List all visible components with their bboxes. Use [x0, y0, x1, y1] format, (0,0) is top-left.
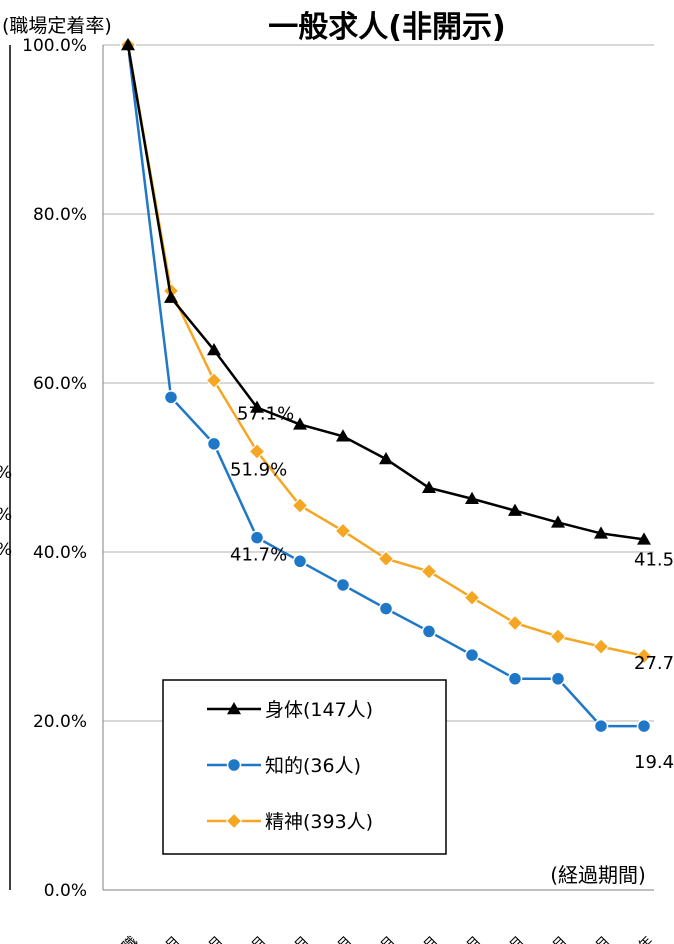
- legend-label: 知的(36人): [265, 755, 361, 777]
- point-marker: [336, 429, 350, 442]
- point-marker: [551, 515, 565, 528]
- point-marker: [250, 400, 264, 413]
- cutoff-percent-mark: %: [0, 540, 12, 560]
- y-tick-label: 60.0%: [33, 374, 87, 394]
- point-marker: [121, 38, 135, 51]
- x-tick-label: 6か月: [361, 934, 398, 944]
- point-marker: [635, 647, 653, 665]
- y-tick-label: 0.0%: [44, 881, 87, 901]
- x-tick-labels: 就職 1か月 2か月 3か月 4か月 5か月 6か月 7か月 8か月 9か月10か月11か月 1年: [110, 934, 657, 944]
- point-marker: [249, 530, 265, 545]
- point-marker: [226, 757, 242, 773]
- point-marker: [379, 452, 393, 465]
- point-marker: [225, 812, 243, 830]
- y-tick-labels: 0.0% 20.0% 40.0% 60.0% 80.0% 100.0%: [22, 36, 87, 901]
- point-marker: [164, 290, 178, 303]
- data-label: 19.4%: [634, 752, 674, 773]
- y-axis-label: (職場定着率): [2, 15, 112, 37]
- point-marker: [293, 417, 307, 430]
- data-labels: 57.1% 51.9% 41.7% 41.5% 27.7% 19.4%: [230, 404, 674, 774]
- chart-title: 一般求人(非開示): [268, 10, 505, 45]
- point-marker: [549, 628, 567, 645]
- x-tick-label: 9か月: [490, 934, 527, 944]
- point-marker: [334, 522, 352, 540]
- point-marker: [205, 372, 223, 389]
- y-tick-label: 80.0%: [33, 205, 87, 225]
- series-line: [126, 44, 644, 728]
- point-marker: [594, 526, 608, 539]
- point-marker: [508, 503, 522, 516]
- cutoff-percent-mark: %: [0, 505, 12, 525]
- legend-label: 身体(147人): [265, 699, 373, 721]
- data-label: 51.9%: [230, 459, 287, 480]
- point-marker: [465, 491, 479, 505]
- x-tick-label: 2か月: [189, 934, 226, 944]
- series-lines: [119, 36, 653, 734]
- x-tick-label: 11か月: [570, 934, 614, 944]
- point-marker: [207, 343, 221, 356]
- x-tick-label: 10か月: [527, 934, 571, 944]
- point-marker: [378, 601, 394, 616]
- point-marker: [377, 550, 395, 567]
- legend: 身体(147人) 知的(36人) 精神(393人): [162, 679, 447, 855]
- x-tick-label: 5か月: [318, 934, 355, 944]
- x-tick-label: 3か月: [232, 934, 269, 944]
- point-marker: [550, 671, 566, 686]
- data-label: 41.7%: [230, 545, 287, 566]
- y-tick-label: 100.0%: [22, 36, 87, 56]
- series-0: [121, 38, 651, 545]
- x-tick-label: 就職: [110, 934, 141, 944]
- point-marker: [593, 718, 609, 734]
- x-tick-label: 8か月: [447, 934, 484, 944]
- point-marker: [637, 532, 651, 545]
- data-label: 41.5%: [634, 549, 674, 570]
- y-tick-label: 20.0%: [33, 712, 87, 732]
- series-2: [119, 36, 653, 665]
- point-marker: [592, 638, 610, 655]
- series-line: [126, 44, 645, 541]
- point-marker: [463, 589, 481, 606]
- point-marker: [292, 554, 308, 569]
- point-marker: [420, 563, 438, 580]
- y-tick-label: 40.0%: [33, 543, 87, 563]
- point-marker: [507, 671, 523, 686]
- point-marker: [422, 480, 436, 494]
- point-marker: [506, 614, 524, 632]
- x-axis-label: (経過期間): [550, 863, 646, 887]
- x-tick-label: 7か月: [404, 934, 441, 944]
- point-marker: [291, 497, 309, 514]
- point-marker: [163, 390, 179, 405]
- x-tick-label: 1か月: [146, 934, 183, 944]
- data-label: 27.7%: [634, 653, 674, 674]
- point-marker: [464, 647, 480, 663]
- point-marker: [636, 718, 652, 734]
- data-label: 57.1%: [237, 404, 294, 425]
- point-marker: [248, 443, 266, 460]
- series-1: [120, 37, 652, 734]
- x-tick-label: 4か月: [275, 934, 312, 944]
- legend-label: 精神(393人): [265, 811, 373, 833]
- point-marker: [227, 702, 241, 715]
- cutoff-percent-mark: %: [0, 463, 12, 483]
- point-marker: [335, 577, 351, 593]
- x-tick-label: 1年: [629, 934, 657, 944]
- point-marker: [206, 436, 222, 452]
- point-marker: [421, 624, 437, 639]
